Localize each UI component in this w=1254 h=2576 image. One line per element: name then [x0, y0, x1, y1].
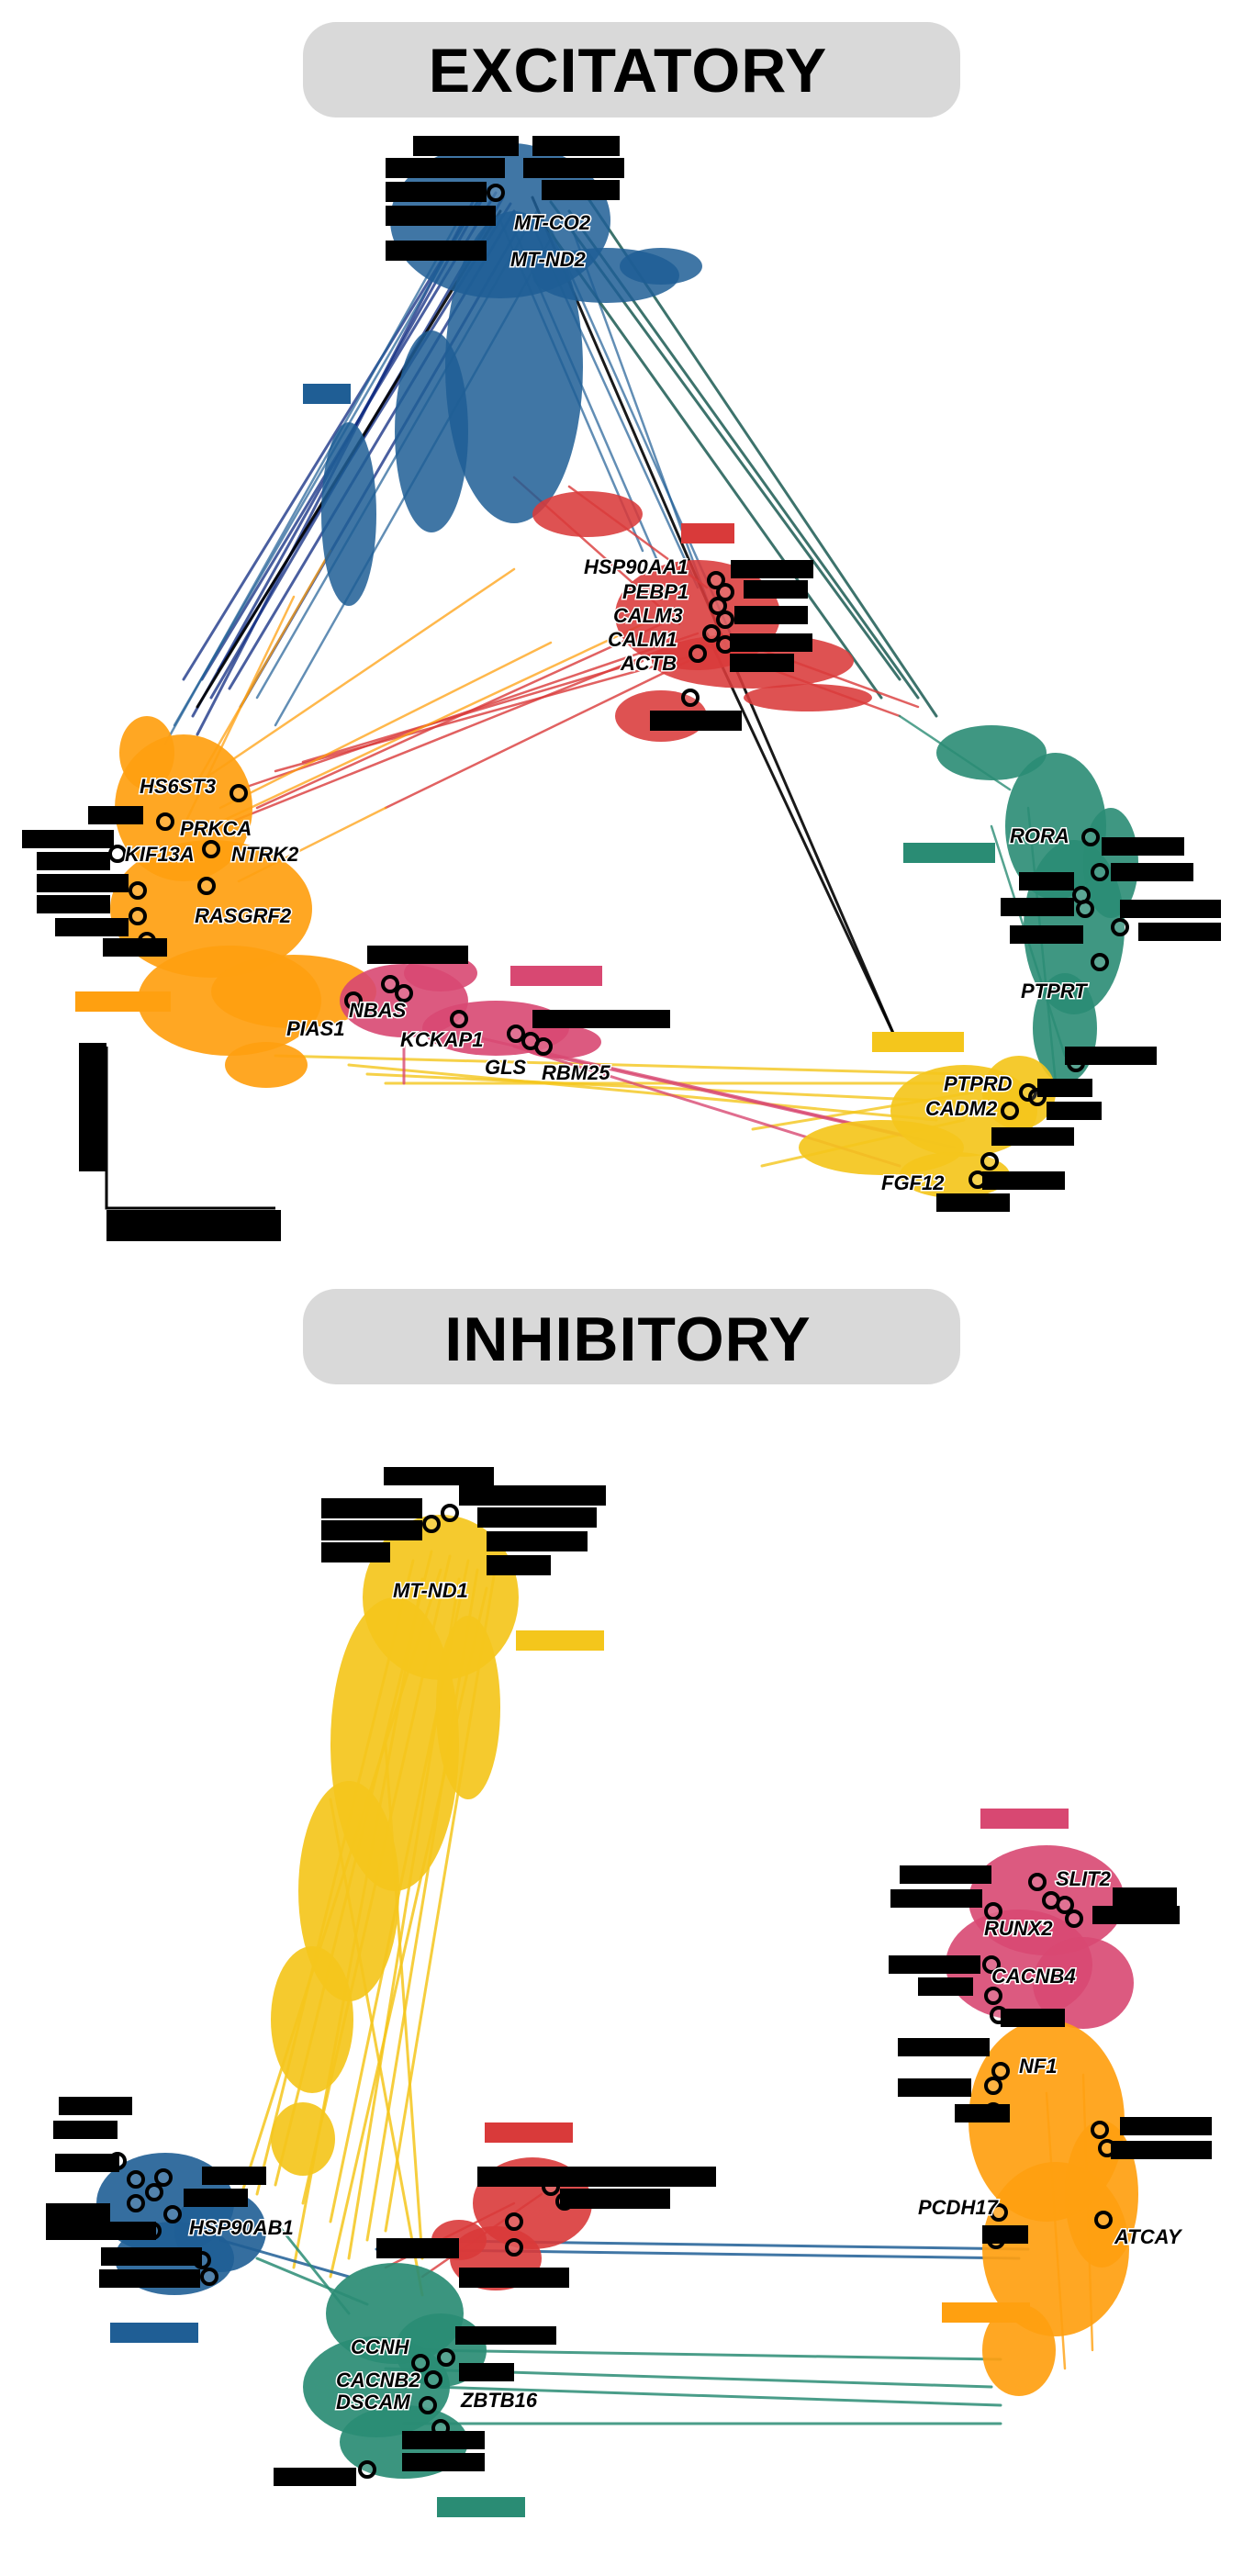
gene-label: RUNX2 [984, 1917, 1053, 1940]
gene-label: PTPRD [944, 1072, 1013, 1095]
excitatory-panel: EXCITATORY [22, 22, 1221, 1241]
gene-label: NBAS [349, 999, 407, 1022]
inhibitory-module-tags [110, 1630, 1069, 2517]
excitatory-hub-nodes [108, 184, 1129, 1189]
gene-label: MT-CO2 [514, 211, 591, 234]
gene-label: HSP90AB1 [189, 2216, 294, 2239]
gene-label: RORA [1010, 824, 1069, 847]
gene-label: FGF12 [881, 1171, 945, 1194]
excitatory-module-tags [75, 384, 995, 1052]
inhibitory-redactions [46, 1467, 1212, 2486]
gene-label: RBM25 [542, 1061, 610, 1084]
excitatory-redactions [22, 136, 1221, 1241]
gene-label: CACNB2 [336, 2369, 420, 2391]
gene-label: CALM1 [608, 628, 677, 651]
module-pink [946, 1845, 1134, 2029]
excitatory-scale-axis [105, 1047, 275, 1210]
gene-label: PEBP1 [622, 580, 689, 603]
gene-label: HS6ST3 [140, 775, 216, 798]
gene-label: KCKAP1 [400, 1028, 483, 1051]
gene-label: CACNB4 [991, 1965, 1076, 1988]
module-yellow [271, 1515, 519, 2176]
excitatory-title-banner [303, 22, 960, 118]
gene-label: PRKCA [180, 817, 252, 840]
gene-label: RASGRF2 [195, 904, 292, 927]
gene-label: SLIT2 [1056, 1867, 1112, 1890]
gene-label: ACTB [620, 652, 677, 675]
inhibitory-panel: INHIBITORY [46, 1289, 1212, 2517]
gene-label: PTPRT [1021, 980, 1088, 1002]
gene-label: ZBTB16 [460, 2389, 538, 2412]
gene-label: ATCAY [1114, 2225, 1183, 2248]
inhibitory-title-banner [303, 1289, 960, 1384]
gene-label: GLS [485, 1056, 527, 1079]
gene-label: PCDH17 [918, 2196, 1000, 2219]
gene-label: PIAS1 [286, 1017, 345, 1040]
gene-label: CCNH [351, 2335, 410, 2358]
gene-label: HSP90AA1 [584, 555, 689, 578]
gene-label: MT-ND1 [393, 1579, 468, 1602]
gene-label: KIF13A [125, 843, 195, 866]
excitatory-gene-labels: MT-CO2 MT-ND2 HSP90AA1 PEBP1 CALM3 CALM1… [124, 210, 1090, 1196]
inhibitory-gene-labels: MT-ND1 SLIT2 RUNX2 CACNB4 NF1 PCDH17 CCN… [188, 1578, 1185, 2415]
gene-label: CALM3 [613, 604, 683, 627]
excitatory-title: EXCITATORY [429, 36, 827, 106]
module-pink [340, 955, 601, 1058]
gene-label: CADM2 [925, 1097, 998, 1120]
gene-label: NF1 [1019, 2055, 1058, 2078]
gene-label: DSCAM [336, 2391, 410, 2414]
gene-label: MT-ND2 [510, 248, 587, 271]
gene-label: NTRK2 [231, 843, 299, 866]
inhibitory-title: INHIBITORY [444, 1305, 811, 1374]
inhibitory-modules [96, 1515, 1138, 2479]
